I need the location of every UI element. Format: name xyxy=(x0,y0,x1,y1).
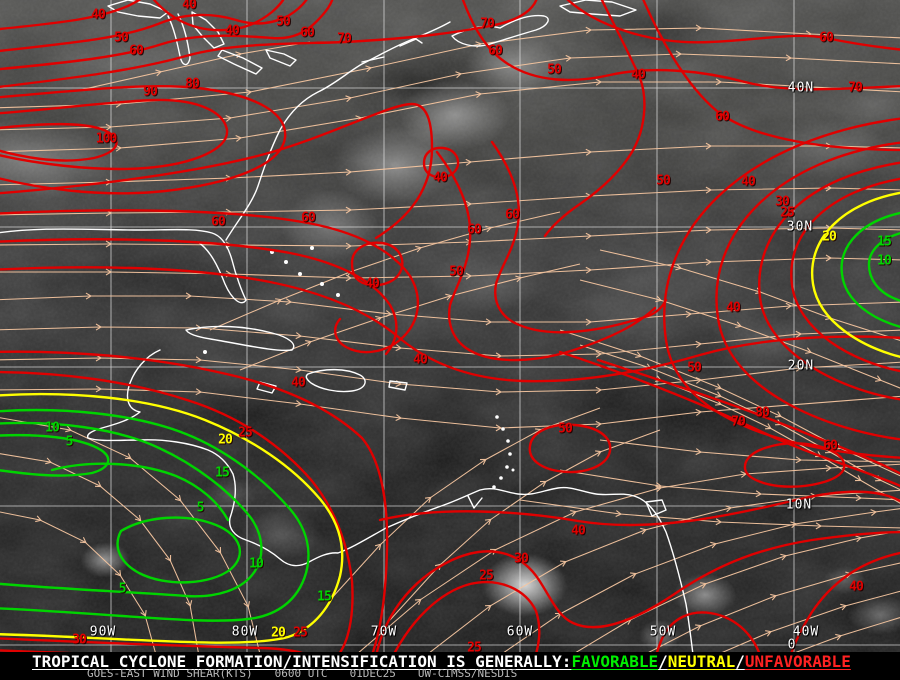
contour-label: 15 xyxy=(215,465,230,481)
contour-label: 25 xyxy=(479,568,494,584)
map-labels: 40 40 50 60 80 90 100 40 50 60 70 70 60 50 40 60 70 60 50 4… xyxy=(45,0,892,653)
status-line: TROPICAL CYCLONE FORMATION/INTENSIFICATI… xyxy=(32,652,851,671)
status-text-segment: UNFAVORABLE xyxy=(744,652,851,671)
contour-label: 60 xyxy=(211,214,226,230)
contour-label: 25 xyxy=(780,205,795,221)
contour-label: 30 xyxy=(514,551,529,567)
contour-label: 25 xyxy=(467,640,482,653)
contour-label: 40 xyxy=(182,0,197,13)
contour-label: 60 xyxy=(129,43,144,59)
wind-streamlines xyxy=(0,24,900,652)
contour-label: 30 xyxy=(775,194,790,210)
contour-label: 100 xyxy=(95,131,118,147)
contour-label: 40 xyxy=(571,523,586,539)
product-text-segment: UW-CIMSS/NESDIS xyxy=(417,667,518,680)
contour-label: 60 xyxy=(301,210,316,226)
contour-label: 20 xyxy=(271,625,286,641)
contour-label: 25 xyxy=(293,625,308,641)
contour-label: 40 xyxy=(433,170,448,186)
contour-label: 70 xyxy=(337,31,352,47)
latitude-label: 10N xyxy=(785,497,813,513)
longitude-label: 80W xyxy=(231,624,259,640)
contour-label: 40 xyxy=(291,375,306,391)
contour-label: 40 xyxy=(849,579,864,595)
contour-label: 40 xyxy=(91,7,106,23)
contour-label: 70 xyxy=(731,414,746,430)
contour-label: 40 xyxy=(413,352,428,368)
contour-label: 60 xyxy=(823,438,838,454)
longitude-label: 70W xyxy=(370,624,398,640)
contour-label: 50 xyxy=(687,360,702,376)
status-text-segment: / xyxy=(735,652,745,671)
contour-label: 70 xyxy=(848,80,863,96)
contour-label: 40 xyxy=(365,276,380,292)
contour-label: 70 xyxy=(480,16,495,32)
shear-contours-red xyxy=(0,0,900,652)
contour-label: 10 xyxy=(249,556,264,572)
contour-label: 40 xyxy=(631,67,646,83)
longitude-label: 60W xyxy=(506,624,534,640)
status-text-segment: NEUTRAL xyxy=(667,652,736,671)
shear-contours-green xyxy=(0,211,900,622)
caption-bar: TROPICAL CYCLONE FORMATION/INTENSIFICATI… xyxy=(0,652,900,680)
contour-label: 60 xyxy=(715,109,730,125)
longitude-label: 50W xyxy=(649,624,677,640)
contour-label: 20 xyxy=(218,432,233,448)
status-text-segment: TROPICAL CYCLONE FORMATION/INTENSIFICATI… xyxy=(32,652,572,671)
contour-label: 40 xyxy=(225,23,240,39)
product-text-segment: GOES-EAST WIND SHEAR(KTS) xyxy=(87,667,253,680)
contour-label: 80 xyxy=(755,405,770,421)
product-text-segment: 0600 UTC xyxy=(274,667,328,680)
contour-label: 80 xyxy=(185,76,200,92)
contour-label: 50 xyxy=(449,264,464,280)
contour-label: 50 xyxy=(656,173,671,189)
satellite-map: 40 40 50 60 80 90 100 40 50 60 70 70 60 50 40 60 70 60 50 4… xyxy=(0,0,900,652)
contour-label: 90 xyxy=(143,84,158,100)
contour-label: 60 xyxy=(488,43,503,59)
contour-label: 60 xyxy=(819,30,834,46)
contour-label: 50 xyxy=(558,421,573,437)
contour-label: 20 xyxy=(822,229,837,245)
contour-label: 40 xyxy=(741,174,756,190)
latitude-label: 40N xyxy=(787,80,815,96)
product-text-segment: 01DEC25 xyxy=(349,667,396,680)
contour-label: 30 xyxy=(72,632,87,648)
status-text-segment: / xyxy=(658,652,668,671)
contour-label: 5 xyxy=(196,500,205,516)
longitude-label: 40W xyxy=(792,624,820,640)
contour-label: 5 xyxy=(65,434,74,450)
contour-label: 50 xyxy=(547,62,562,78)
contour-label: 60 xyxy=(505,207,520,223)
latitude-label: 20N xyxy=(787,358,815,374)
contour-label: 15 xyxy=(877,234,892,250)
status-text-segment: FAVORABLE xyxy=(571,652,659,671)
contour-label: 15 xyxy=(317,589,332,605)
contour-label: 40 xyxy=(726,300,741,316)
contour-label: 50 xyxy=(114,30,129,46)
latitude-label: 30N xyxy=(786,219,814,235)
latitude-label: 0 xyxy=(787,637,797,653)
product-line: GOES-EAST WIND SHEAR(KTS) 0600 UTC 01DEC25… xyxy=(87,667,539,680)
longitude-label: 90W xyxy=(89,624,117,640)
contour-label: 10 xyxy=(877,253,892,269)
map-graphics xyxy=(0,0,900,652)
contour-label: 50 xyxy=(276,14,291,30)
shear-contours-yellow xyxy=(0,191,900,644)
contour-label: 10 xyxy=(45,420,60,436)
contour-label: 25 xyxy=(238,425,253,441)
contour-label: 5 xyxy=(118,581,127,597)
contour-label: 60 xyxy=(300,25,315,41)
contour-label: 60 xyxy=(467,222,482,238)
